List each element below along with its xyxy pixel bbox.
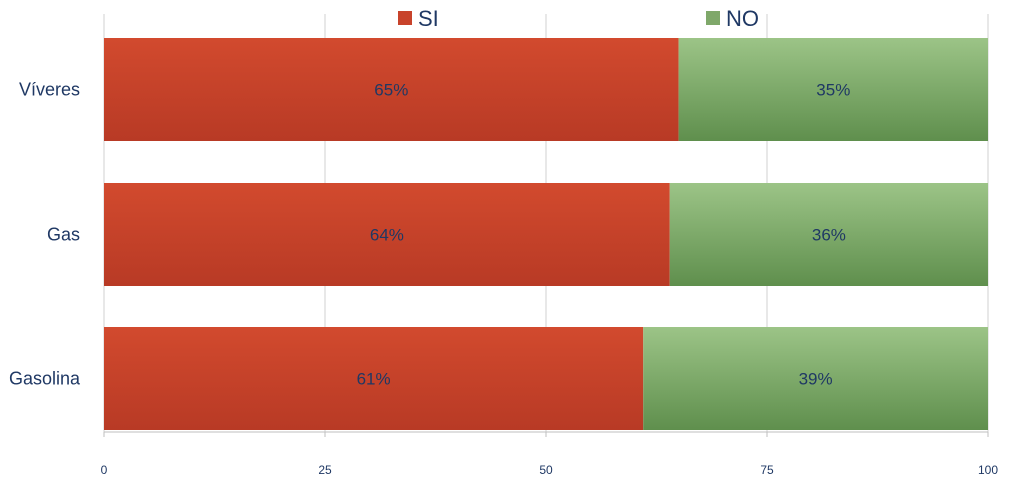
bar-si: [104, 183, 670, 286]
legend-swatch-si: [398, 11, 412, 25]
bar-no: [643, 327, 988, 430]
legend-swatch-no: [706, 11, 720, 25]
category-label: Gas: [47, 225, 80, 245]
x-tick-label: 50: [539, 463, 553, 477]
category-axis: Víveres Gas Gasolina: [9, 80, 81, 389]
data-label: 64%: [370, 226, 404, 245]
data-label: 39%: [799, 370, 833, 389]
data-label: 61%: [357, 370, 391, 389]
legend-label: NO: [726, 6, 759, 31]
category-label: Gasolina: [9, 369, 81, 389]
bars: [104, 38, 988, 430]
legend: SI NO: [398, 6, 759, 31]
data-label: 36%: [812, 226, 846, 245]
x-tick-label: 25: [318, 463, 332, 477]
bar-no: [678, 38, 988, 141]
category-label: Víveres: [19, 80, 80, 100]
x-tick-label: 75: [760, 463, 774, 477]
x-tick-label: 100: [978, 463, 998, 477]
data-label: 35%: [816, 81, 850, 100]
data-label: 65%: [374, 81, 408, 100]
x-tick-label: 0: [101, 463, 108, 477]
data-labels: 65% 35% 64% 36% 61% 39%: [357, 81, 851, 389]
x-axis: 0 25 50 75 100: [101, 431, 998, 477]
bar-no: [669, 183, 988, 286]
bar-si: [104, 327, 644, 430]
legend-label: SI: [418, 6, 439, 31]
bar-si: [104, 38, 679, 141]
